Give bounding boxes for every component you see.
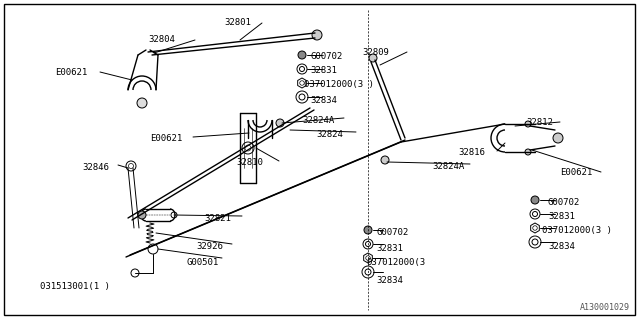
Text: 32812: 32812 (526, 118, 553, 127)
Circle shape (525, 121, 531, 127)
Text: 32834: 32834 (548, 242, 575, 251)
Text: 32824A: 32824A (432, 162, 464, 171)
Text: G00702: G00702 (310, 52, 342, 61)
Circle shape (525, 149, 531, 155)
Text: 32810: 32810 (236, 158, 263, 167)
Text: 037012000(3 ): 037012000(3 ) (542, 226, 612, 235)
Text: A130001029: A130001029 (580, 303, 630, 312)
Text: 32824A: 32824A (302, 116, 334, 125)
Circle shape (276, 119, 284, 127)
Circle shape (364, 226, 372, 234)
Text: 32834: 32834 (310, 96, 337, 105)
Text: 32834: 32834 (376, 276, 403, 285)
Circle shape (369, 54, 377, 62)
Text: 32809: 32809 (362, 48, 389, 57)
Circle shape (553, 133, 563, 143)
Text: 32831: 32831 (548, 212, 575, 221)
Circle shape (531, 196, 539, 204)
Text: G00702: G00702 (548, 198, 580, 207)
Text: 32831: 32831 (310, 66, 337, 75)
Text: G00702: G00702 (376, 228, 408, 237)
Text: E00621: E00621 (150, 134, 182, 143)
Circle shape (381, 156, 389, 164)
Text: 32801: 32801 (224, 18, 251, 27)
Text: 32824: 32824 (316, 130, 343, 139)
Circle shape (137, 98, 147, 108)
Circle shape (138, 211, 146, 219)
Text: 32926: 32926 (196, 242, 223, 251)
Text: 32831: 32831 (376, 244, 403, 253)
Text: 32816: 32816 (458, 148, 485, 157)
Text: 037012000(3: 037012000(3 (366, 258, 425, 267)
Text: E00621: E00621 (55, 68, 87, 77)
Text: 32846: 32846 (82, 163, 109, 172)
Text: 037012000(3 ): 037012000(3 ) (304, 80, 374, 89)
Text: 32804: 32804 (148, 35, 175, 44)
Text: 32821: 32821 (204, 214, 231, 223)
Circle shape (298, 51, 306, 59)
Text: G00501: G00501 (186, 258, 218, 267)
Text: 031513001(1 ): 031513001(1 ) (40, 282, 110, 291)
Text: E00621: E00621 (560, 168, 592, 177)
Circle shape (312, 30, 322, 40)
